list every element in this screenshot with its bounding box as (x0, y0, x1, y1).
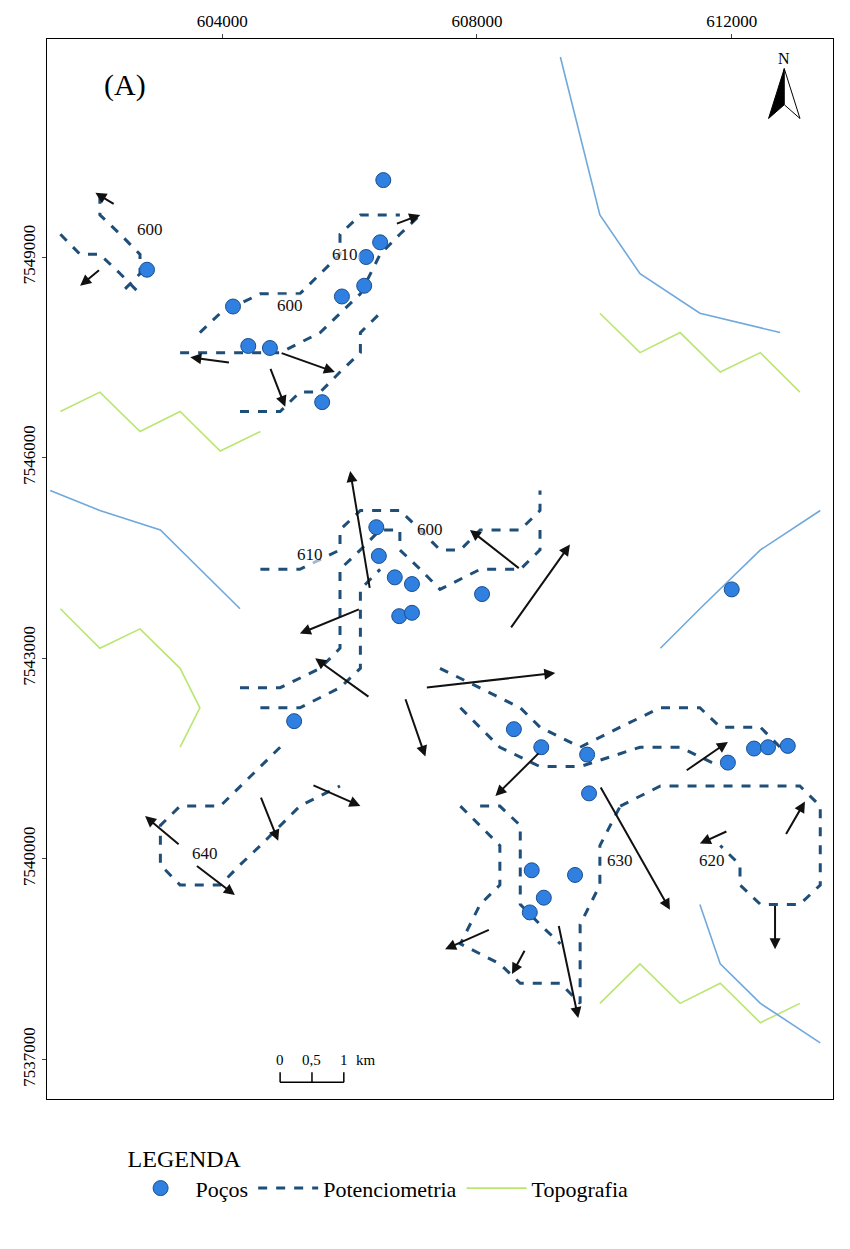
svg-text:Poços: Poços (196, 1177, 249, 1202)
svg-text:600: 600 (417, 520, 443, 539)
svg-text:7540000: 7540000 (20, 827, 39, 887)
svg-text:Potenciometria: Potenciometria (323, 1177, 456, 1202)
svg-text:630: 630 (607, 851, 633, 870)
svg-text:N: N (778, 50, 790, 67)
svg-text:0: 0 (276, 1052, 284, 1068)
svg-text:7537000: 7537000 (20, 1027, 39, 1087)
svg-text:7549000: 7549000 (20, 225, 39, 284)
svg-text:km: km (356, 1052, 376, 1068)
svg-text:0,5: 0,5 (302, 1052, 321, 1068)
svg-text:7543000: 7543000 (20, 626, 39, 686)
svg-text:620: 620 (699, 851, 725, 870)
svg-text:612000: 612000 (706, 12, 757, 31)
svg-text:(A): (A) (104, 68, 146, 102)
svg-text:604000: 604000 (197, 12, 248, 31)
svg-text:600: 600 (137, 220, 163, 239)
svg-text:7546000: 7546000 (20, 425, 39, 485)
svg-text:LEGENDA: LEGENDA (128, 1146, 242, 1172)
svg-text:600: 600 (277, 296, 303, 315)
svg-text:1: 1 (340, 1052, 348, 1068)
svg-text:610: 610 (297, 545, 323, 564)
svg-text:Topografia: Topografia (532, 1177, 628, 1202)
svg-text:640: 640 (192, 844, 218, 863)
svg-text:610: 610 (332, 245, 358, 264)
svg-text:608000: 608000 (451, 12, 502, 31)
